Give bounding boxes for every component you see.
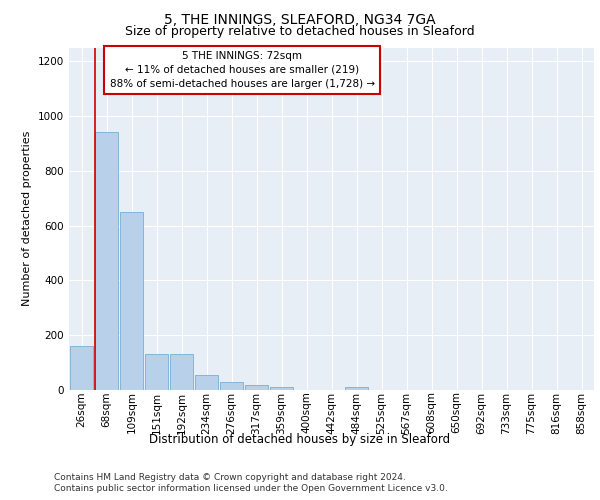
Bar (70, 346, 93, 390)
Bar (120, 212, 143, 390)
Bar (170, 354, 193, 390)
Bar (345, 386, 368, 390)
Text: Size of property relative to detached houses in Sleaford: Size of property relative to detached ho… (125, 25, 475, 38)
Y-axis label: Number of detached properties: Number of detached properties (22, 131, 32, 306)
Bar (145, 354, 168, 390)
Text: 5, THE INNINGS, SLEAFORD, NG34 7GA: 5, THE INNINGS, SLEAFORD, NG34 7GA (164, 12, 436, 26)
Bar (245, 385, 268, 390)
Text: Distribution of detached houses by size in Sleaford: Distribution of detached houses by size … (149, 432, 451, 446)
Text: Contains HM Land Registry data © Crown copyright and database right 2024.: Contains HM Land Registry data © Crown c… (54, 472, 406, 482)
Bar (220, 382, 243, 390)
Bar (95, 132, 118, 390)
Text: Contains public sector information licensed under the Open Government Licence v3: Contains public sector information licen… (54, 484, 448, 493)
Bar (195, 375, 218, 390)
Bar (270, 386, 293, 390)
Text: 5 THE INNINGS: 72sqm
← 11% of detached houses are smaller (219)
88% of semi-deta: 5 THE INNINGS: 72sqm ← 11% of detached h… (110, 51, 375, 89)
